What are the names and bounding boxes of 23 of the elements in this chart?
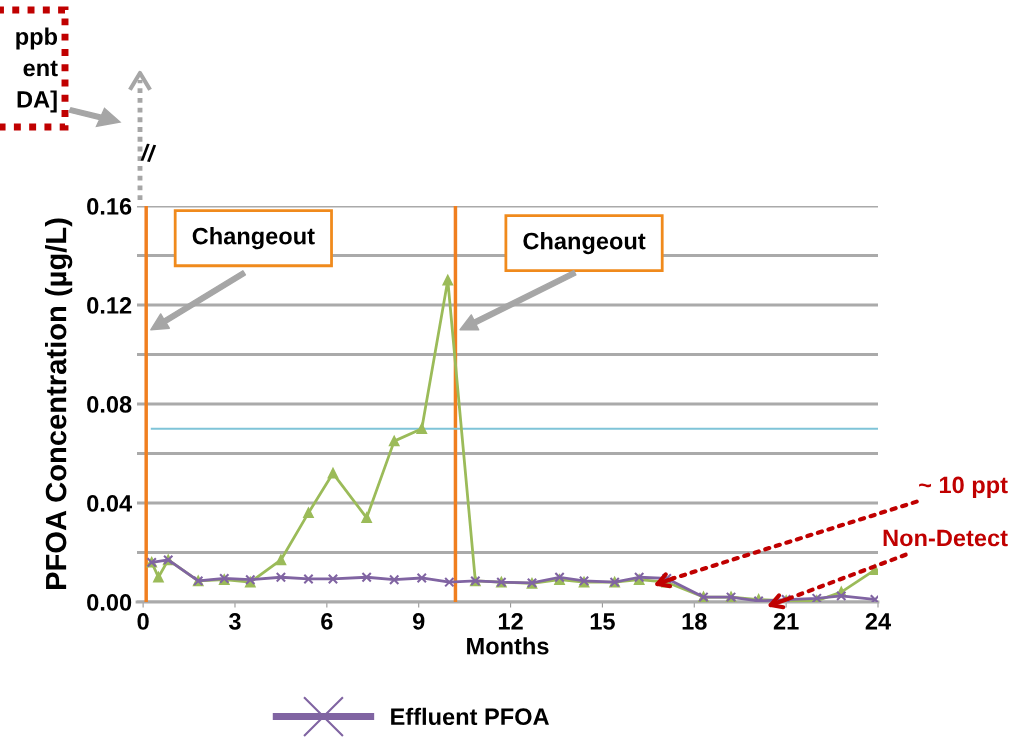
text: ppb ent DA]: [16, 27, 58, 113]
legend-label: Effluent PFOA: [391, 707, 549, 726]
annotation: ~ 10 ppt: [919, 476, 1008, 499]
ref-line-label: Changeout: [523, 232, 646, 255]
y-axis-title: PFOA Concentration (µg/L): [44, 218, 73, 589]
y-tick-label: 0.04: [87, 495, 133, 512]
x-tick-label: 9: [412, 613, 425, 630]
x-tick-label: 0: [137, 613, 149, 630]
ref-line-label: Changeout: [192, 227, 315, 250]
y-tick-label: 0.12: [87, 297, 132, 314]
y-tick-label: 0.08: [87, 396, 132, 413]
annotation: Non-Detect: [883, 529, 1008, 547]
text: //: [140, 143, 157, 163]
x-tick-label: 15: [590, 613, 615, 630]
x-tick-label: 6: [321, 613, 333, 630]
y-tick-label: 0.16: [87, 198, 132, 215]
x-tick-label: 21: [773, 613, 799, 630]
y-tick-label: 0.00: [87, 594, 132, 611]
x-tick-label: 3: [228, 613, 241, 630]
x-axis-title: Months: [467, 637, 549, 655]
x-tick-label: 18: [682, 613, 707, 630]
x-tick-label: 24: [865, 613, 892, 630]
x-tick-label: 12: [498, 613, 523, 630]
